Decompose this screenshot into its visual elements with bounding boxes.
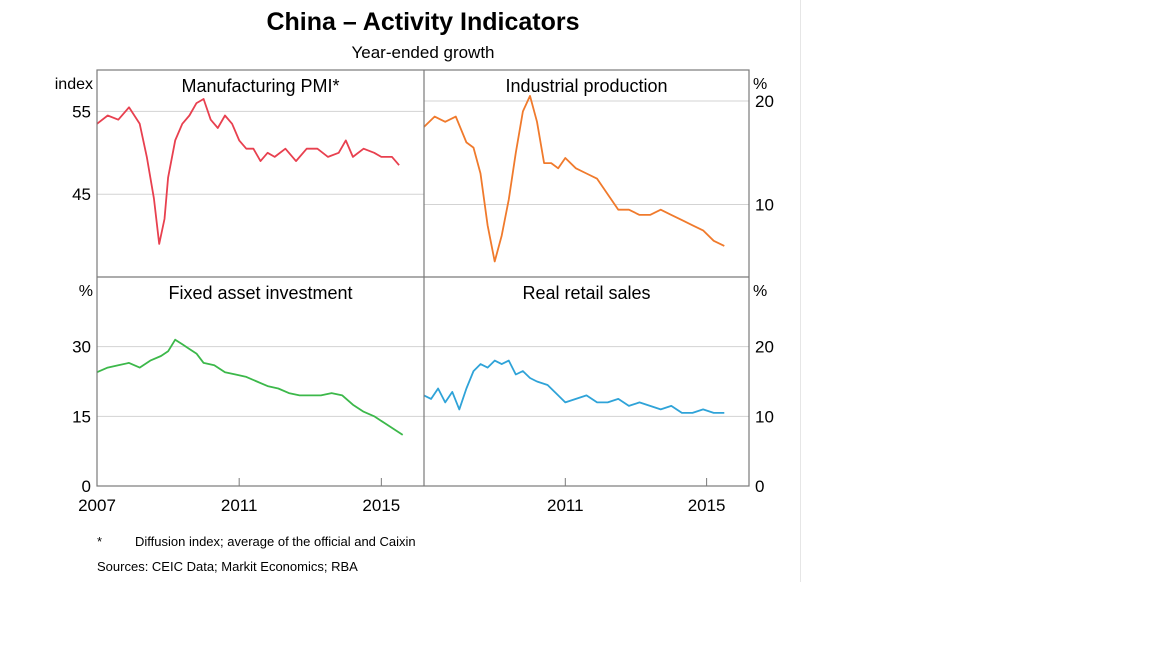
chart-frame [96, 69, 750, 487]
series-line [96, 98, 400, 245]
x-tick-label: 2015 [362, 496, 400, 515]
chart-title: China – Activity Indicators [266, 8, 579, 36]
y-tick-label: 10 [755, 407, 774, 426]
y-unit-label: index [55, 76, 93, 93]
series-line [96, 338, 404, 436]
y-tick-label: 10 [755, 196, 774, 215]
panels-group: 45 55 index Manufacturing PMI* 10 20% Industri… [55, 69, 774, 515]
footnote-text: Diffusion index; average of the official… [135, 534, 416, 549]
footnote-marker: * [97, 534, 102, 549]
y-unit-label: % [753, 283, 767, 300]
y-tick-label: 0 [755, 477, 764, 496]
y-unit-label: % [79, 283, 93, 300]
y-unit-label: % [753, 76, 767, 93]
page-divider [800, 0, 801, 582]
x-tick-label: 2007 [78, 496, 116, 515]
panel-title: Manufacturing PMI* [181, 76, 339, 96]
y-tick-label: 0 [82, 477, 91, 496]
x-tick-label: 2011 [221, 496, 258, 515]
x-tick-label: 2015 [688, 496, 726, 515]
panel-title: Fixed asset investment [168, 283, 352, 303]
y-tick-label: 45 [72, 185, 91, 204]
y-tick-label: 15 [72, 407, 91, 426]
y-tick-label: 55 [72, 102, 91, 121]
panel-title: Real retail sales [522, 283, 650, 303]
panel-title: Industrial production [505, 76, 667, 96]
y-tick-label: 30 [72, 338, 91, 357]
chart-subtitle: Year-ended growth [351, 43, 494, 62]
y-tick-label: 20 [755, 338, 774, 357]
x-tick-label: 2011 [547, 496, 584, 515]
y-tick-label: 20 [755, 92, 774, 111]
sources-text: Sources: CEIC Data; Markit Economics; RB… [97, 559, 358, 574]
series-line [423, 95, 725, 263]
series-line [423, 359, 725, 414]
